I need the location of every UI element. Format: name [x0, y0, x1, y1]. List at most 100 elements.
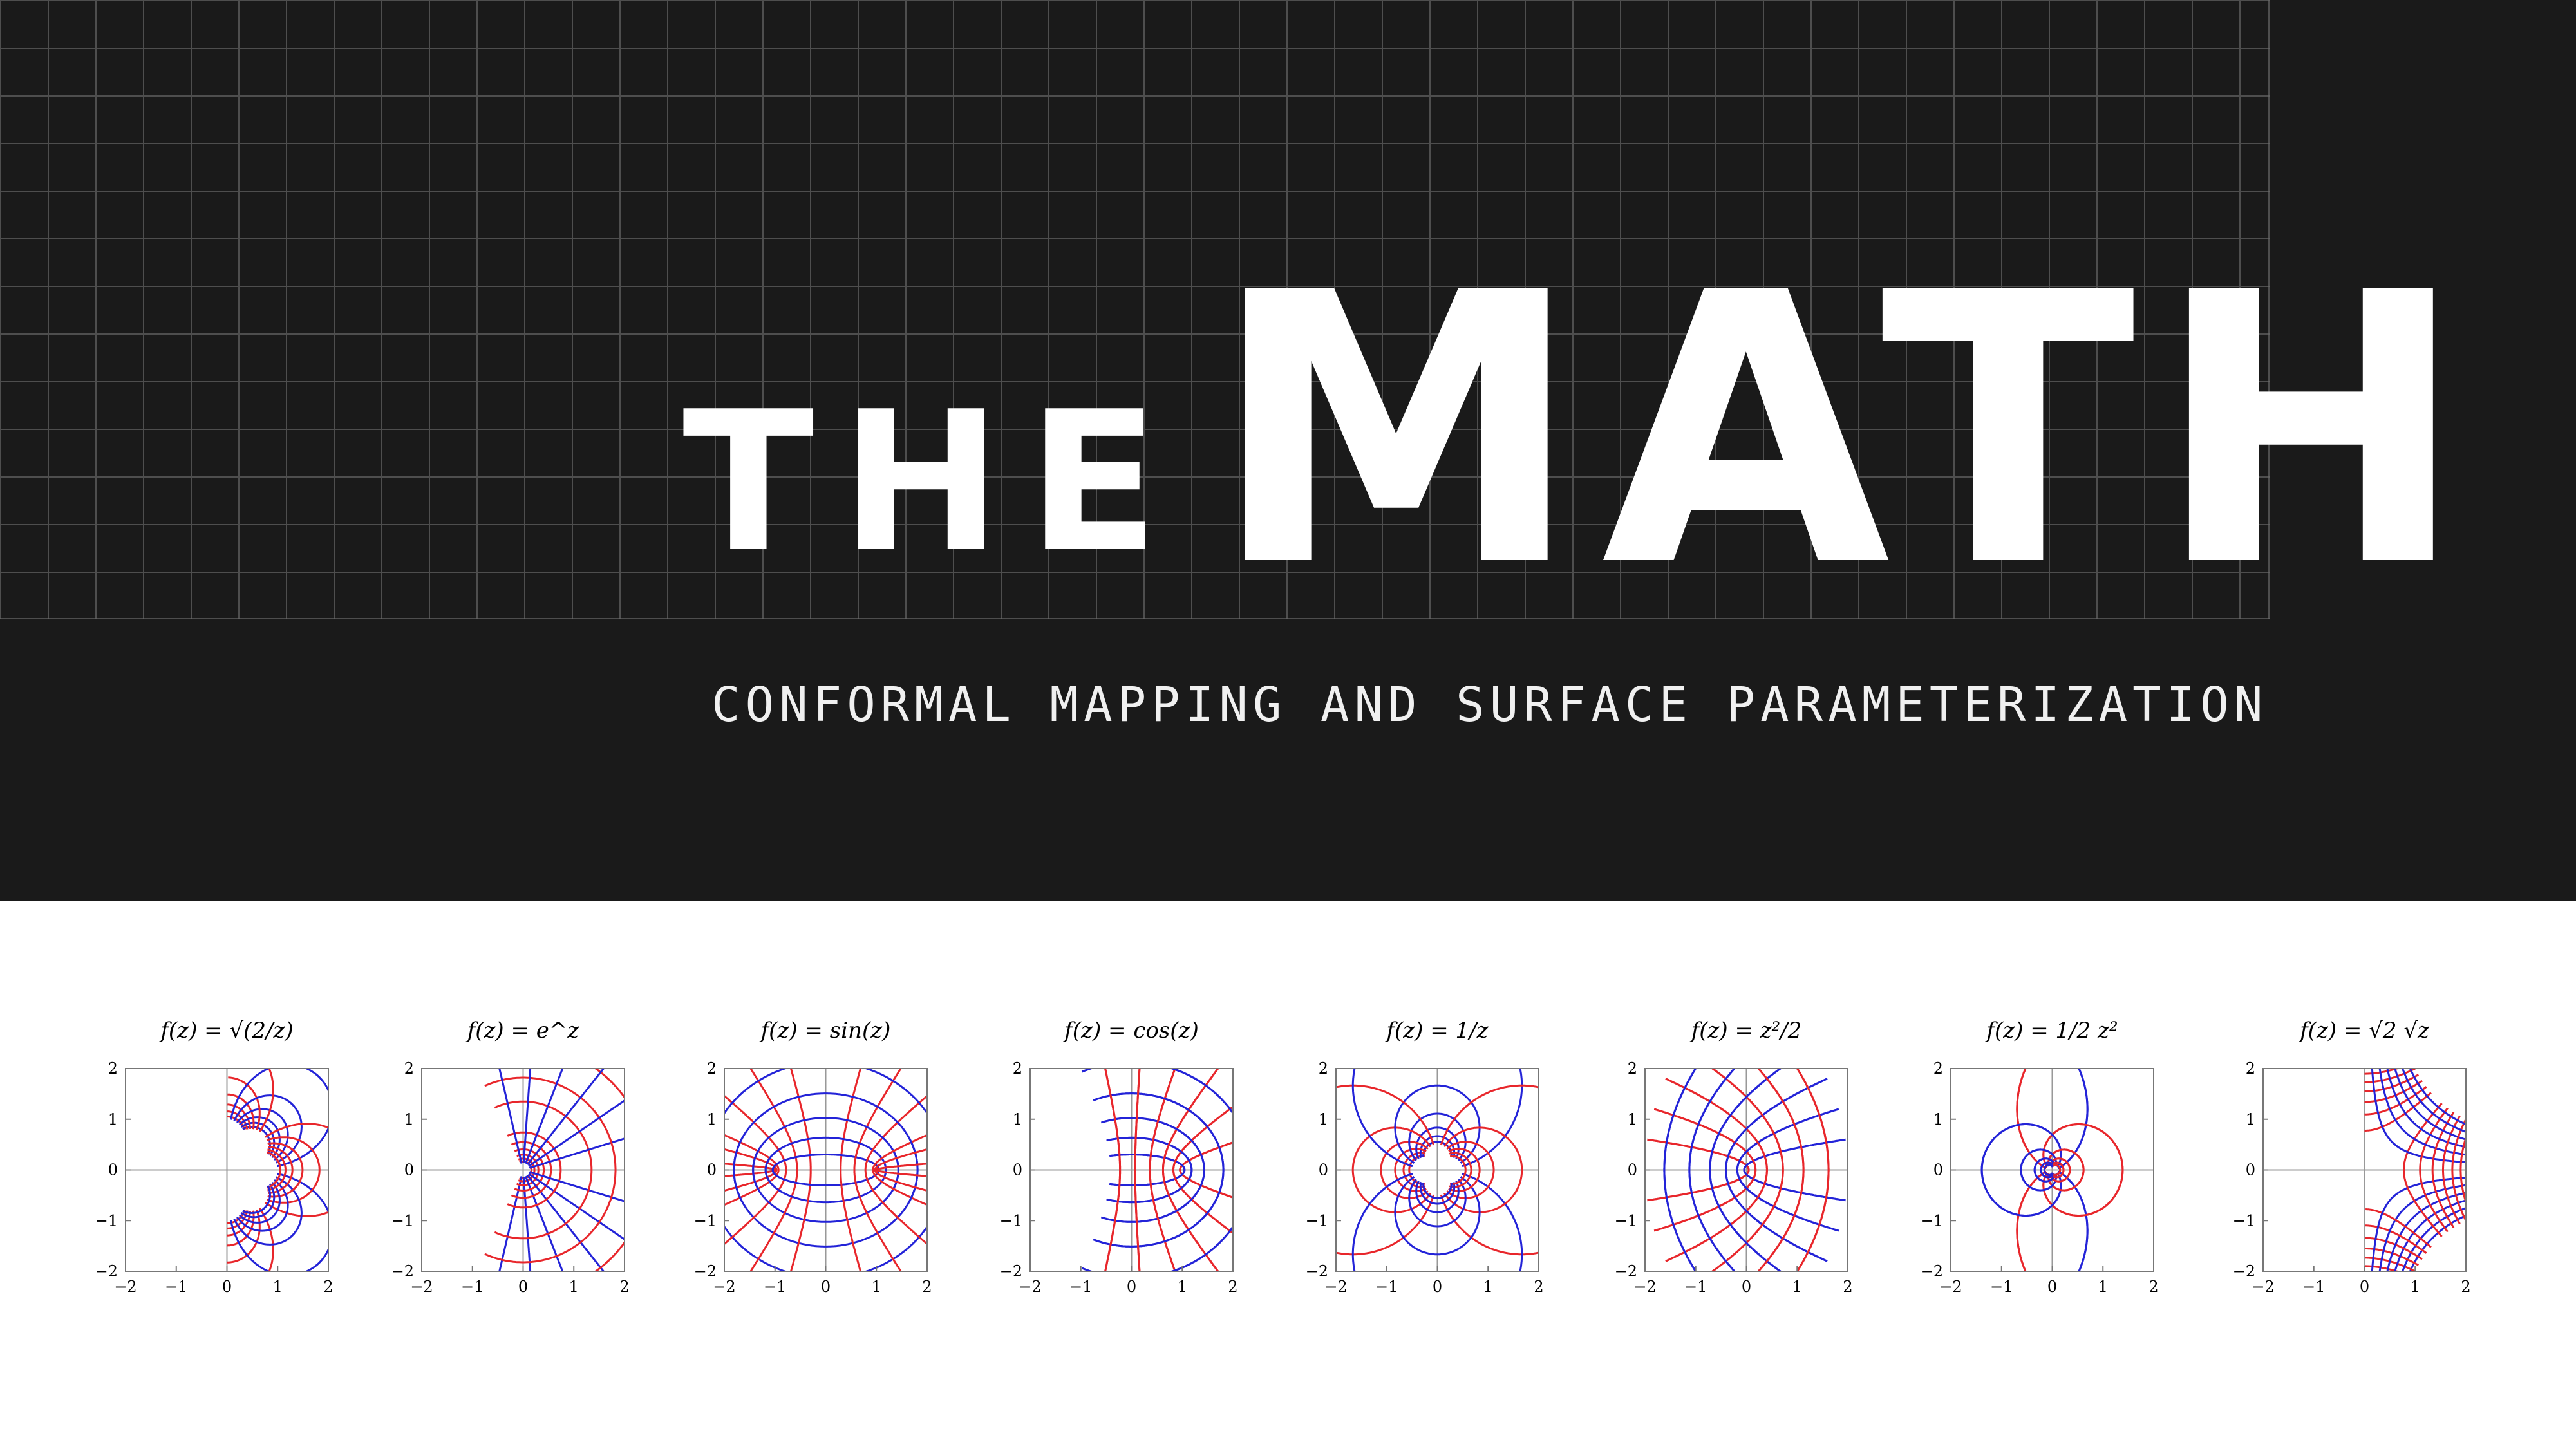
y-tick-label: 2 [1013, 1060, 1022, 1078]
grid-curve-blue [2409, 1214, 2466, 1271]
grid-curve-blue [522, 1177, 532, 1271]
grid-curve-blue [1394, 1176, 1481, 1256]
y-tick-label: −1 [1921, 1211, 1943, 1229]
grid-curve-red [789, 1069, 812, 1271]
grid-curve-red [1351, 1126, 1431, 1213]
x-tick-label: 2 [1843, 1278, 1852, 1296]
grid-curve-red [864, 1094, 927, 1246]
grid-curve-blue [2394, 1199, 2466, 1271]
grid-curve-red [840, 1069, 862, 1271]
x-tick-label: 2 [922, 1278, 932, 1296]
plot-curves [724, 1069, 927, 1271]
grid-curve-blue [2386, 1192, 2466, 1271]
grid-curve-red [227, 1093, 255, 1247]
plot-curves [126, 1069, 328, 1271]
conformal-plot-sqrt: f(z) = √2 √z −2 −1 0 1 2 2 1 0 −1 −2 [2233, 1004, 2472, 1313]
x-tick-label: 0 [2047, 1278, 2057, 1296]
grid-curve-red [259, 1069, 274, 1271]
x-tick-label: −2 [2252, 1278, 2274, 1296]
y-tick-label: 1 [1319, 1110, 1328, 1128]
y-tick-label: 0 [1628, 1161, 1637, 1179]
grid-curve-red [1380, 1141, 1429, 1199]
plot-title: f(z) = z²/2 [1689, 1018, 1802, 1043]
grid-curve-blue [1093, 1092, 1225, 1248]
grid-curve-blue [2371, 1069, 2466, 1164]
grid-curve-red [2364, 1080, 2423, 1260]
x-tick-label: −2 [114, 1278, 136, 1296]
grid-curve-red [266, 1136, 321, 1204]
grid-curve-blue [1351, 1069, 1523, 1168]
plot-curves [1336, 1069, 1539, 1271]
grid-curve-blue [1408, 1179, 1467, 1228]
plot-row: f(z) = √(2/z) −2 −1 0 1 2 2 1 0 −1 −2 f(z) = e^z −2−… [0, 1004, 2576, 1365]
x-tick-label: 0 [518, 1278, 528, 1296]
y-tick-label: 0 [1013, 1161, 1022, 1179]
grid-curve-red [2364, 1069, 2416, 1271]
grid-curve-red [267, 1142, 304, 1198]
plot-title: f(z) = sin(z) [759, 1018, 891, 1043]
grid-curve-blue [2378, 1184, 2466, 1271]
grid-curve-red [2051, 1164, 2062, 1176]
grid-curve-red [2403, 1103, 2443, 1237]
grid-curve-blue [2020, 1148, 2058, 1192]
grid-curve-red [1104, 1069, 1122, 1271]
y-tick-label: −2 [1921, 1262, 1943, 1280]
grid-curve-red [875, 1163, 927, 1177]
grid-curve-blue [229, 1172, 328, 1271]
conformal-plot-sq: f(z) = z²/2 −2 −1 0 1 2 2 1 0 −1 −2 [1615, 1004, 1854, 1313]
y-tick-label: −2 [95, 1262, 118, 1280]
plot-svg: f(z) = cos(z) −2 −1 0 1 2 2 1 0 −1 −2 [1000, 1018, 1238, 1296]
hero-banner: THE MATH CONFORMAL MAPPING AND SURFACE P… [0, 0, 2576, 901]
x-tick-label: −1 [1375, 1278, 1398, 1296]
grid-curve-blue [242, 1126, 271, 1155]
grid-curve-red [1757, 1069, 1805, 1271]
grid-curve-blue [233, 1094, 303, 1164]
grid-curve-blue [2040, 1161, 2054, 1179]
x-tick-label: −2 [1324, 1278, 1347, 1296]
grid-curve-red [1402, 1152, 1426, 1188]
grid-curve-red [874, 1148, 927, 1192]
y-tick-label: 2 [1628, 1060, 1637, 1078]
grid-curve-red [1449, 1152, 1472, 1188]
title-small: THE [682, 370, 1185, 595]
grid-curve-blue [240, 1121, 276, 1157]
grid-curve-blue [1743, 1138, 1846, 1202]
grid-curve-blue [498, 1175, 523, 1271]
plot-title: f(z) = 1/z [1384, 1018, 1489, 1043]
y-tick-label: −1 [95, 1211, 118, 1229]
x-tick-label: 2 [1228, 1278, 1237, 1296]
plot-svg: f(z) = z²/2 −2 −1 0 1 2 2 1 0 −1 −2 [1615, 1018, 1853, 1296]
grid-curve-red [518, 1157, 536, 1183]
grid-curve-red [1440, 1084, 1539, 1256]
grid-curve-blue [2401, 1069, 2466, 1134]
grid-curve-red [724, 1148, 778, 1192]
grid-curve-red [2049, 1157, 2071, 1183]
x-tick-label: −2 [1633, 1278, 1656, 1296]
y-tick-label: −2 [1615, 1262, 1637, 1280]
grid-curve-red [494, 1100, 593, 1240]
conformal-plot-inv: f(z) = 1/z −2 −1 0 1 2 2 1 0 −1 −2 [1306, 1004, 1545, 1313]
x-tick-label: −2 [410, 1278, 433, 1296]
background-grid [0, 0, 2270, 619]
grid-curve-blue [1422, 1141, 1453, 1157]
grid-curve-blue [229, 1069, 328, 1168]
grid-curve-blue [529, 1137, 625, 1169]
grid-curve-red [264, 1123, 328, 1217]
grid-edge-right [2268, 0, 2270, 619]
plot-svg: f(z) = √2 √z −2 −1 0 1 2 2 1 0 −1 −2 [2233, 1018, 2471, 1296]
grid-curve-red [2047, 1148, 2085, 1192]
y-tick-label: 1 [404, 1110, 414, 1128]
plot-svg: f(z) = sin(z) −2 −1 0 1 2 2 1 0 −1 −2 [694, 1018, 932, 1296]
y-tick-label: 0 [108, 1161, 118, 1179]
y-tick-label: 1 [707, 1110, 717, 1128]
title-large: MATH [1210, 214, 2487, 648]
x-tick-label: 1 [569, 1278, 579, 1296]
x-tick-label: −2 [1939, 1278, 1962, 1296]
x-tick-label: −1 [2302, 1278, 2325, 1296]
grid-curve-blue [1106, 1136, 1193, 1204]
grid-curve-blue [2378, 1069, 2466, 1156]
plot-svg: f(z) = 1/2 z² −2 −1 0 1 2 2 1 0 −1 −2 [1921, 1018, 2159, 1296]
y-tick-label: −2 [391, 1262, 414, 1280]
grid-curve-blue [1688, 1069, 1736, 1271]
y-tick-label: 2 [1319, 1060, 1328, 1078]
